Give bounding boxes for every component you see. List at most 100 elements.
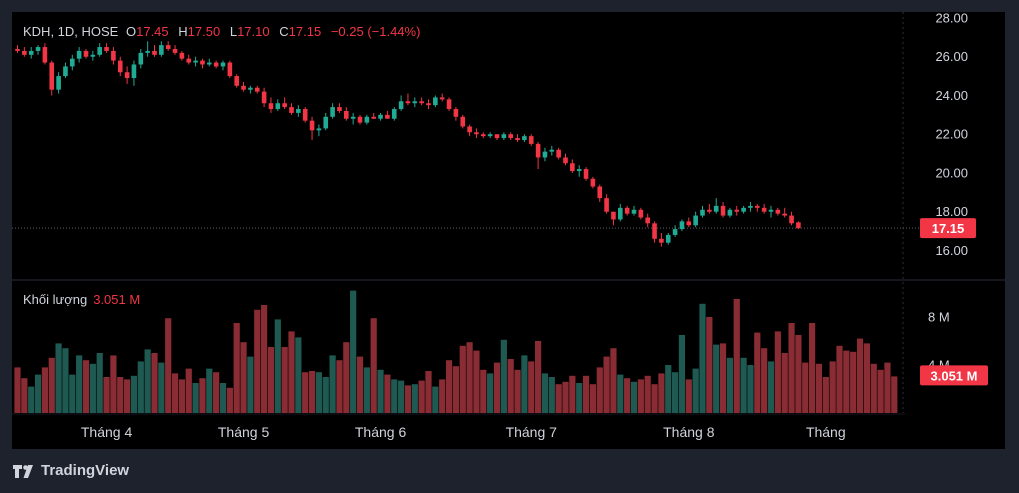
- time-axis[interactable]: Tháng 4 Tháng 5 Tháng 6 Tháng 7 Tháng 8 Tháng: [81, 424, 846, 440]
- volume-bar: [48, 357, 55, 413]
- candle-body: [296, 109, 301, 113]
- candle-body: [453, 109, 459, 117]
- time-tick-label: Tháng 7: [506, 424, 558, 440]
- candle-body: [487, 134, 493, 137]
- volume-bar: [261, 305, 268, 413]
- price-tick-label: 18.00: [935, 204, 968, 219]
- volume-bar: [110, 355, 117, 413]
- volume-bar: [740, 357, 747, 413]
- open-label: O: [125, 24, 137, 39]
- candle-body: [227, 62, 233, 77]
- volume-bar: [404, 385, 412, 413]
- price-axis[interactable]: 28.00 26.00 24.00 22.00 20.00 18.00 16.00: [935, 12, 968, 258]
- candle-body: [707, 209, 712, 212]
- volume-bar: [206, 368, 213, 413]
- volume-bar: [637, 379, 644, 413]
- last-price-badge-bg: [920, 218, 976, 239]
- candle-body: [186, 58, 192, 63]
- candle-body: [172, 48, 178, 53]
- volume-bar: [733, 299, 740, 413]
- volume-bar: [829, 361, 836, 413]
- candle-body: [302, 109, 308, 121]
- symbol-text[interactable]: KDH, 1D, HOSE: [23, 24, 119, 39]
- candle-body: [426, 103, 431, 106]
- candle-body: [727, 209, 733, 216]
- candle-body: [241, 85, 246, 90]
- volume-bar: [863, 343, 870, 413]
- time-tick-label: Tháng 6: [355, 424, 407, 440]
- volume-bar: [322, 377, 329, 413]
- candle-body: [179, 52, 185, 59]
- volume-bar: [267, 347, 275, 413]
- volume-bar: [596, 367, 603, 413]
- candle-body: [35, 47, 41, 51]
- volume-bar: [398, 380, 405, 413]
- candle-body: [124, 72, 130, 79]
- volume-bar: [288, 331, 295, 413]
- volume-bar: [240, 342, 247, 413]
- volume-bar: [665, 365, 672, 413]
- low-value: 17.10: [237, 24, 270, 39]
- candle-body: [378, 114, 383, 119]
- candle-body: [638, 209, 644, 218]
- volume-bar: [185, 368, 192, 413]
- volume-bar: [76, 355, 83, 413]
- volume-bar: [439, 379, 446, 413]
- candle-body: [213, 62, 219, 67]
- candle-body: [159, 45, 164, 55]
- volume-bar: [336, 360, 343, 413]
- candle-body: [76, 50, 82, 59]
- candle-body: [131, 64, 137, 79]
- volume-bar: [761, 348, 768, 413]
- chart-canvas[interactable]: 28.00 26.00 24.00 22.00 20.00 18.00 16.00 8 M4…: [12, 12, 1005, 449]
- volume-bar: [528, 361, 535, 413]
- candle-body: [337, 107, 342, 111]
- candle-body: [686, 221, 692, 226]
- candle-body: [535, 143, 541, 158]
- candle-body: [501, 134, 507, 139]
- candle-body: [90, 54, 96, 57]
- volume-bar: [28, 386, 35, 413]
- volume-legend: Khối lượng 3.051 M: [23, 292, 140, 307]
- candle-body: [590, 178, 596, 187]
- volume-bar: [699, 303, 706, 413]
- volume-label[interactable]: Khối lượng: [23, 292, 88, 307]
- candle-body: [782, 213, 787, 216]
- volume-bar: [809, 323, 816, 413]
- candle-body: [398, 101, 404, 110]
- volume-axis[interactable]: 8 M4 M: [928, 310, 950, 373]
- candle-body: [631, 209, 637, 214]
- candle-body: [748, 205, 753, 208]
- price-tick-label: 20.00: [935, 165, 968, 180]
- volume-bar: [171, 373, 179, 413]
- price-tick-label: 22.00: [935, 127, 968, 142]
- candle-body: [316, 128, 322, 131]
- volume-bar: [850, 351, 857, 413]
- volume-bar: [432, 386, 439, 413]
- open-value: 17.45: [136, 24, 169, 39]
- tradingview-brand[interactable]: TradingView: [13, 462, 129, 479]
- volume-bar: [802, 362, 809, 413]
- volume-bar: [391, 379, 398, 413]
- volume-bar: [644, 375, 651, 413]
- volume-bar: [870, 363, 877, 413]
- candle-body: [789, 215, 794, 224]
- candle-body: [309, 120, 315, 131]
- candle-body: [289, 107, 294, 113]
- volume-bar: [891, 376, 898, 413]
- last-value-badges: 17.15 3.051 M: [920, 218, 988, 386]
- volume-bar: [569, 375, 576, 413]
- candle-body: [624, 207, 630, 214]
- candle-body: [563, 157, 568, 164]
- candle-body: [357, 116, 363, 123]
- candle-body: [611, 211, 616, 220]
- candle-body: [63, 66, 68, 77]
- candle-body: [138, 52, 144, 65]
- grid-lines: [12, 12, 1005, 415]
- candle-body: [22, 50, 27, 55]
- candle-body: [193, 60, 198, 63]
- volume-bar: [795, 335, 802, 413]
- candle-body: [597, 186, 603, 199]
- volume-bar: [630, 381, 638, 413]
